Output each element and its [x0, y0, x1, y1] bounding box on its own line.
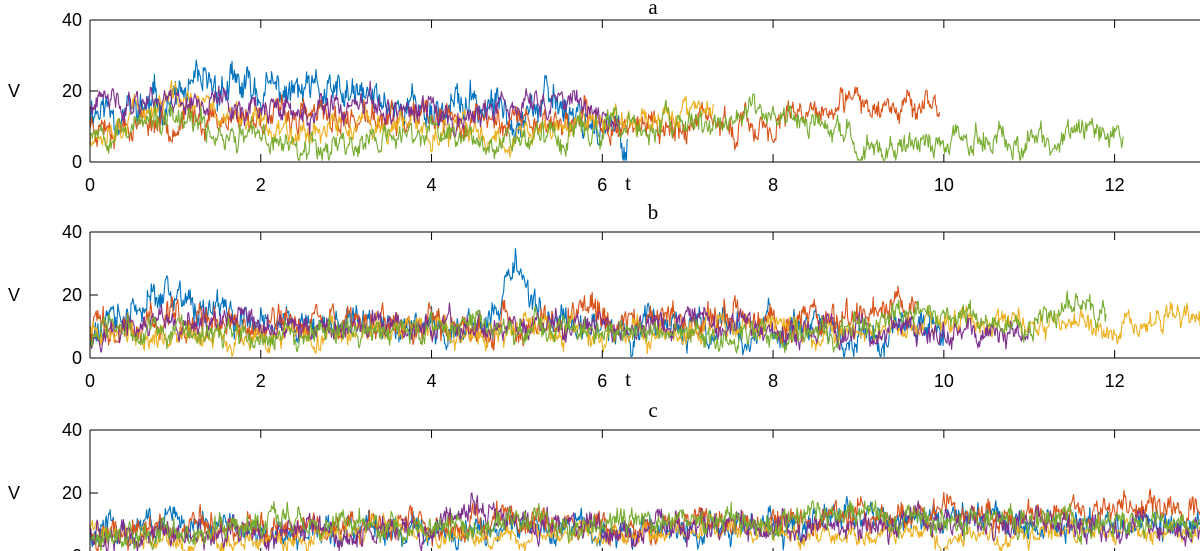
y-tick-label: 0 [72, 348, 82, 368]
x-tick-label: 10 [934, 371, 954, 391]
y-axis-label: V [8, 285, 20, 305]
x-tick-label: 0 [85, 175, 95, 195]
y-tick-label: 40 [62, 222, 82, 242]
y-tick-label: 20 [62, 81, 82, 101]
series-group [90, 488, 1200, 551]
y-axis-label: V [8, 483, 20, 503]
series-line-4 [90, 492, 1200, 551]
x-tick-label: 2 [256, 175, 266, 195]
x-tick-label: 4 [427, 371, 437, 391]
series-line-4 [90, 80, 620, 139]
y-tick-label: 40 [62, 420, 82, 440]
series-line-5 [90, 290, 1107, 354]
series-line-5 [90, 499, 1200, 551]
x-tick-label: 2 [256, 371, 266, 391]
series-line-5 [90, 93, 1124, 161]
y-tick-label: 20 [62, 285, 82, 305]
series-group [90, 59, 1124, 161]
x-tick-label: 8 [768, 175, 778, 195]
x-tick-label: 4 [427, 175, 437, 195]
y-tick-label: 0 [72, 546, 82, 551]
panel-a: 0 2 4 6 8 10 12 0 20 40 a Vt [8, 0, 1200, 195]
x-axis-label: t [625, 367, 631, 391]
y-tick-label: 0 [72, 152, 82, 172]
panel-c: 0 20 40 c V [8, 398, 1200, 551]
x-tick-label: 6 [597, 175, 607, 195]
series-line-1 [90, 248, 945, 357]
panel-b: 0 2 4 6 8 10 12 0 20 40 b Vt [8, 200, 1200, 391]
x-tick-label: 6 [597, 371, 607, 391]
y-tick-label: 40 [62, 10, 82, 30]
panel-title: a [648, 0, 658, 19]
y-axis-label: V [8, 81, 20, 101]
x-tick-label: 12 [1105, 371, 1125, 391]
x-axis-label: t [625, 171, 631, 195]
y-tick-label: 20 [62, 483, 82, 503]
x-tick-label: 8 [768, 371, 778, 391]
series-group [90, 248, 1200, 357]
x-tick-label: 12 [1105, 175, 1125, 195]
panel-title: c [648, 398, 657, 422]
x-tick-label: 0 [85, 371, 95, 391]
series-line-1 [90, 59, 629, 161]
panel-title: b [648, 200, 659, 224]
x-tick-label: 10 [934, 175, 954, 195]
